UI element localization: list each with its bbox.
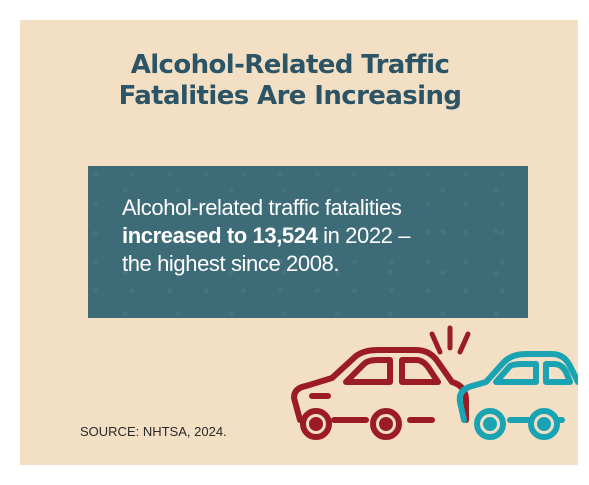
infographic-card: Alcohol-Related Traffic Fatalities Are I… (20, 20, 578, 465)
teal-car-icon (456, 351, 578, 440)
headline: Alcohol-Related Traffic Fatalities Are I… (20, 50, 560, 112)
car-crash-illustration (291, 325, 578, 440)
stat-line-3: the highest since 2008. (122, 251, 340, 276)
headline-line-2: Fatalities Are Increasing (118, 81, 462, 111)
source-citation: SOURCE: NHTSA, 2024. (80, 424, 227, 439)
stat-line-1: Alcohol-related traffic fatalities (122, 195, 402, 220)
impact-lines-icon (429, 325, 471, 355)
stat-line-2-rest: in 2022 – (317, 223, 411, 248)
stat-highlight: increased to 13,524 (122, 223, 318, 248)
headline-line-1: Alcohol-Related Traffic (130, 50, 450, 80)
stat-text: Alcohol-related traffic fatalities incre… (122, 194, 522, 278)
red-car-icon (291, 347, 469, 440)
stat-box: Alcohol-related traffic fatalities incre… (88, 166, 528, 318)
